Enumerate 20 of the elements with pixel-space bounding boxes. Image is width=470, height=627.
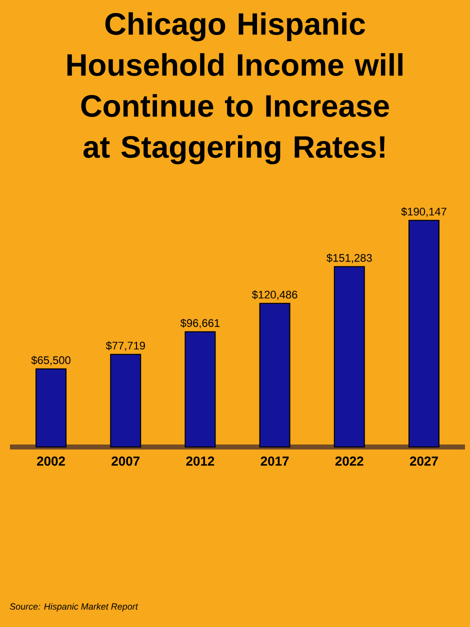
bar	[408, 220, 440, 448]
bar	[110, 354, 142, 448]
bar	[36, 368, 67, 448]
chart-title: Chicago Hispanic Household Income will Continue to Increase at Staggering Rates!	[67, 12, 402, 164]
data-label: $120,486	[252, 290, 298, 300]
bar	[259, 302, 290, 448]
x-tick-label: 2027	[410, 456, 438, 466]
bar	[334, 266, 365, 448]
bar	[184, 331, 216, 448]
x-tick-label: 2007	[112, 456, 140, 466]
data-label: $190,147	[401, 207, 446, 217]
data-label: $65,500	[31, 356, 70, 366]
data-label: $77,719	[106, 341, 145, 351]
x-tick-label: 2002	[37, 456, 65, 466]
data-label: $151,283	[326, 254, 372, 264]
x-tick-label: 2022	[335, 456, 364, 466]
x-tick-label: 2017	[260, 456, 289, 466]
source-note: Source: Hispanic Market Report	[10, 603, 138, 612]
x-tick-label: 2012	[186, 456, 214, 466]
data-label: $96,661	[180, 318, 220, 328]
